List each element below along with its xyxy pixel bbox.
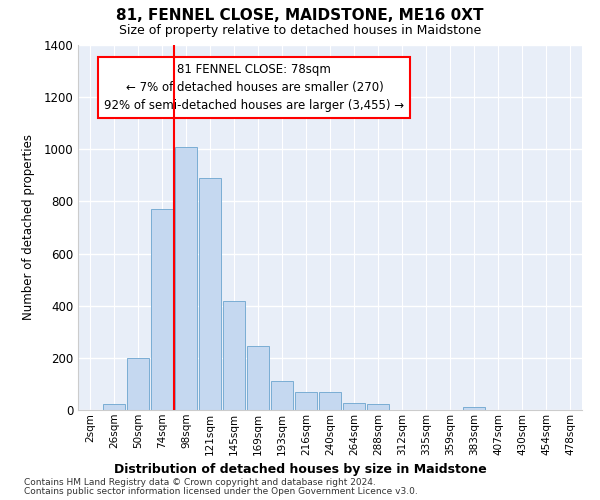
Bar [247, 346, 269, 410]
Bar [295, 392, 317, 410]
Bar [199, 178, 221, 410]
Bar [175, 146, 197, 410]
Y-axis label: Number of detached properties: Number of detached properties [22, 134, 35, 320]
Bar [127, 358, 149, 410]
Bar [367, 404, 389, 410]
Text: Contains HM Land Registry data © Crown copyright and database right 2024.: Contains HM Land Registry data © Crown c… [24, 478, 376, 487]
Bar [151, 209, 173, 410]
Text: Distribution of detached houses by size in Maidstone: Distribution of detached houses by size … [113, 462, 487, 475]
Text: Size of property relative to detached houses in Maidstone: Size of property relative to detached ho… [119, 24, 481, 37]
Bar [223, 300, 245, 410]
Text: Contains public sector information licensed under the Open Government Licence v3: Contains public sector information licen… [24, 487, 418, 496]
Text: 81 FENNEL CLOSE: 78sqm
← 7% of detached houses are smaller (270)
92% of semi-det: 81 FENNEL CLOSE: 78sqm ← 7% of detached … [104, 63, 404, 112]
Text: 81, FENNEL CLOSE, MAIDSTONE, ME16 0XT: 81, FENNEL CLOSE, MAIDSTONE, ME16 0XT [116, 8, 484, 22]
Bar [103, 404, 125, 410]
Bar [463, 407, 485, 410]
Bar [343, 402, 365, 410]
Bar [319, 392, 341, 410]
Bar [271, 382, 293, 410]
